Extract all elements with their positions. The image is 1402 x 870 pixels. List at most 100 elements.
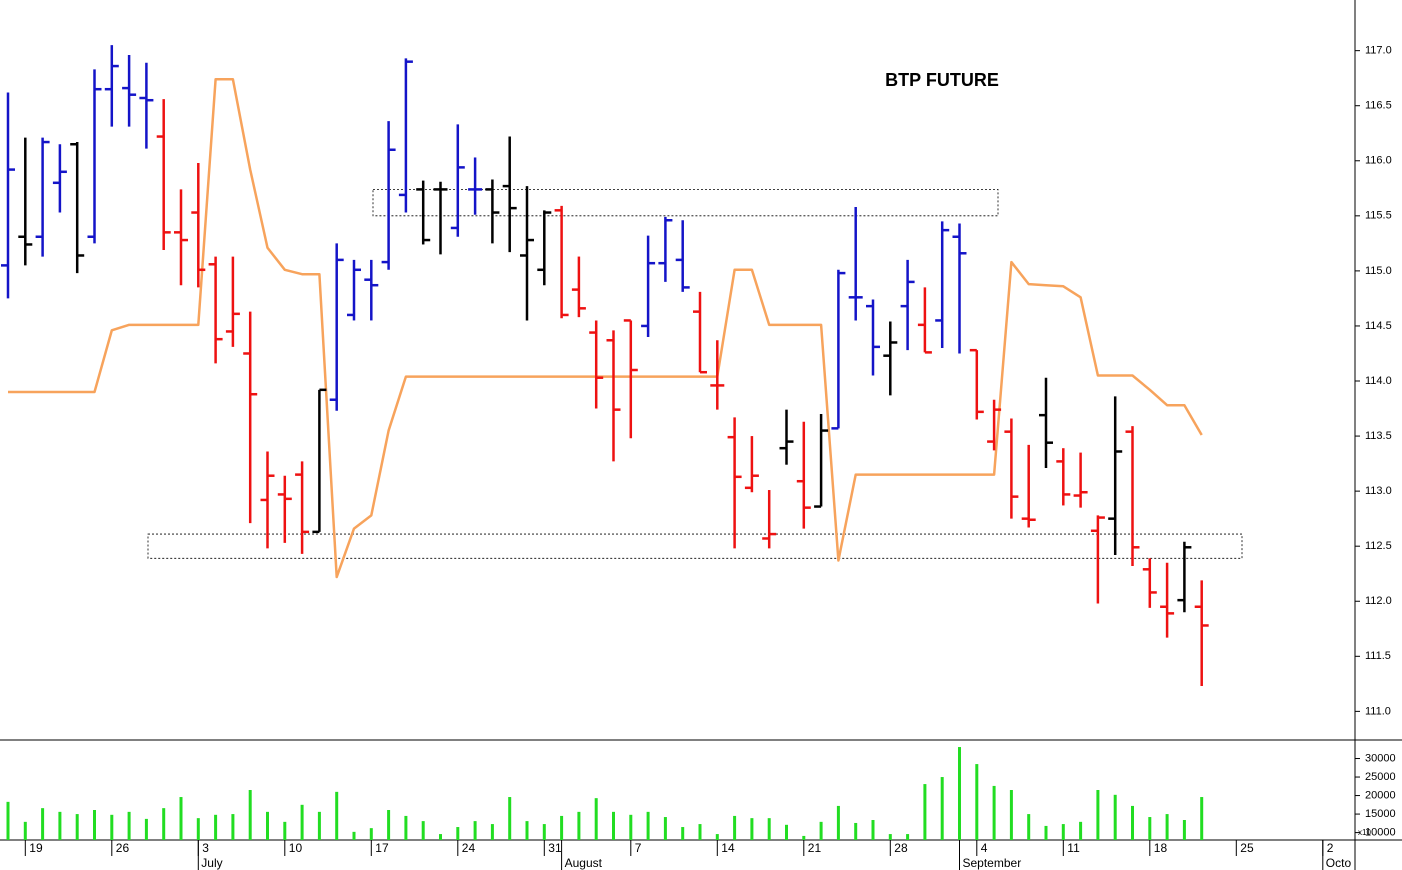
volume-bar [214,814,218,840]
volume-bar [387,810,391,840]
volume-bar [283,821,287,840]
volume-bar [6,801,10,840]
volume-tick-label: 30000 [1365,752,1396,764]
volume-bar [352,831,356,840]
volume-bar [906,834,910,840]
volume-bar [1061,824,1065,840]
y-tick-label: 112.5 [1365,540,1392,552]
x-tick-label: 17 [375,841,389,855]
volume-bar [785,824,788,840]
x-tick-label: 25 [1240,841,1254,855]
x-tick-label: 4 [981,841,988,855]
y-tick-label: 113.5 [1365,430,1392,442]
volume-bar [110,814,114,840]
volume-bar [58,811,62,840]
volume-bar [248,790,252,840]
volume-bar [629,814,633,840]
x-tick-label: 14 [721,841,735,855]
volume-bar [871,820,875,840]
volume-bar [1131,805,1134,840]
x-tick-label: 28 [894,841,908,855]
month-label: September [963,856,1022,870]
x-tick-label: 21 [808,841,822,855]
volume-bar [144,818,148,840]
volume-bar [750,818,754,840]
y-tick-label: 117.0 [1365,45,1392,57]
volume-bar [560,815,564,840]
y-tick-label: 115.0 [1365,265,1392,277]
month-label: Octo [1326,856,1352,870]
volume-bar [1165,814,1169,840]
x-tick-label: 2 [1327,841,1334,855]
y-tick-label: 115.5 [1365,210,1392,222]
volume-bar [369,828,373,840]
y-tick-label: 111.5 [1365,650,1391,662]
x-tick-label: 10 [289,841,303,855]
volume-bar [992,785,996,840]
volume-bar [93,810,96,840]
month-label: August [565,856,603,870]
volume-bar [923,784,927,840]
volume-bar [542,824,546,840]
x-tick-label: 31 [548,841,562,855]
volume-bar [127,811,131,840]
volume-bar [421,821,425,840]
volume-bar [508,797,512,840]
volume-bar [335,791,339,840]
x-tick-label: 18 [1154,841,1168,855]
volume-bar [1148,817,1152,840]
volume-tick-label: 10000 [1365,826,1396,838]
x-tick-label: 24 [462,841,476,855]
volume-bar [940,777,944,840]
volume-bar [1079,821,1083,840]
chart-title: BTP FUTURE [885,70,999,90]
volume-bar [317,811,321,840]
y-tick-label: 112.0 [1365,595,1392,607]
y-tick-label: 116.5 [1365,100,1392,112]
volume-bar [1009,790,1013,840]
volume-bar [196,818,200,840]
volume-bar [594,798,598,840]
volume-bar [1182,820,1186,840]
volume-bar [646,811,650,840]
volume-tick-label: 25000 [1365,771,1396,783]
volume-bar [836,805,840,840]
y-tick-label: 113.0 [1365,485,1392,497]
volume-bar [577,811,581,840]
price-zone [372,189,999,217]
volume-bar [663,817,667,840]
volume-bar [802,835,806,840]
volume-bar [767,818,771,840]
volume-bar [1027,814,1031,840]
volume-bar [819,821,823,840]
volume-bar [1096,790,1100,840]
volume-bar [456,827,460,840]
x-tick-label: 7 [635,841,642,855]
volume-bar [404,815,408,840]
x-tick-label: 3 [202,841,209,855]
volume-bar [681,827,685,840]
x-tick-label: 19 [29,841,43,855]
volume-tick-label: 20000 [1365,789,1396,801]
x-tick-label: 26 [116,841,130,855]
y-tick-label: 114.0 [1365,375,1392,387]
volume-bar [854,822,858,840]
volume-bar [888,834,892,840]
volume-bar [525,821,529,840]
volume-bar [958,747,961,840]
y-tick-label: 116.0 [1365,155,1392,167]
x-tick-label: 11 [1067,841,1080,855]
volume-bar [1044,825,1048,840]
volume-bar [733,815,737,840]
volume-bar [439,834,442,840]
volume-bar [698,824,702,840]
indicator-line [8,78,1203,579]
volume-bar [490,824,494,840]
volume-bar [975,764,979,840]
y-tick-label: 111.0 [1365,705,1391,717]
volume-bar [612,811,615,840]
month-label: July [201,856,222,870]
